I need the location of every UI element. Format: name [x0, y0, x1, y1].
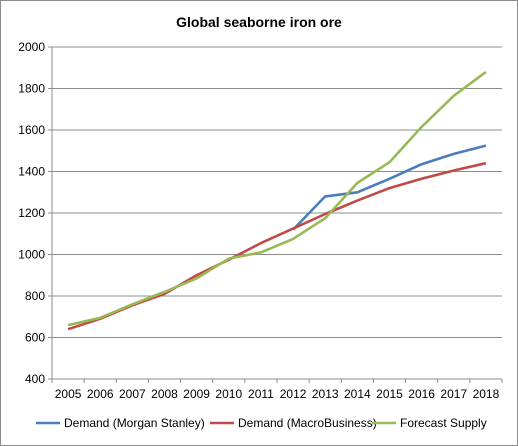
x-tick-label: 2012 [280, 387, 307, 401]
x-tick-label: 2015 [376, 387, 403, 401]
legend: Demand (Morgan Stanley) Demand (MacroBusi… [36, 416, 487, 430]
x-tick-label: 2014 [344, 387, 371, 401]
y-tick-label: 400 [25, 372, 45, 386]
x-tick-label: 2018 [473, 387, 500, 401]
x-tick-label: 2016 [408, 387, 435, 401]
x-tick-label: 2006 [87, 387, 114, 401]
x-tick-label: 2011 [248, 387, 274, 401]
y-tick-label: 1600 [18, 123, 45, 137]
legend-label-1: Demand (Morgan Stanley) [64, 416, 205, 430]
series-line-3 [67, 70, 487, 327]
x-tick-label: 2008 [151, 387, 178, 401]
x-tick-label: 2009 [183, 387, 210, 401]
x-tick-label: 2017 [440, 387, 467, 401]
y-tick-label: 800 [25, 289, 45, 303]
series-lines [67, 70, 487, 331]
axes: 400 600 800 1000 1200 1400 1600 1800 2000 2005 200… [18, 40, 503, 401]
x-tick-label: 2007 [119, 387, 146, 401]
legend-label-3: Forecast Supply [400, 416, 487, 430]
y-tick-label: 600 [25, 331, 45, 345]
series-line-1 [292, 144, 487, 231]
x-tick-label: 2005 [55, 387, 82, 401]
gridlines [52, 46, 502, 338]
y-tick-label: 2000 [18, 40, 45, 54]
y-tick-label: 1200 [18, 206, 45, 220]
legend-label-2: Demand (MacroBusiness) [238, 416, 377, 430]
y-tick-label: 1400 [18, 165, 45, 179]
chart-title: Global seaborne iron ore [176, 14, 342, 30]
y-tick-label: 1800 [18, 82, 45, 96]
y-tick-label: 1000 [18, 248, 45, 262]
x-tick-label: 2013 [312, 387, 339, 401]
x-tick-label: 2010 [215, 387, 242, 401]
